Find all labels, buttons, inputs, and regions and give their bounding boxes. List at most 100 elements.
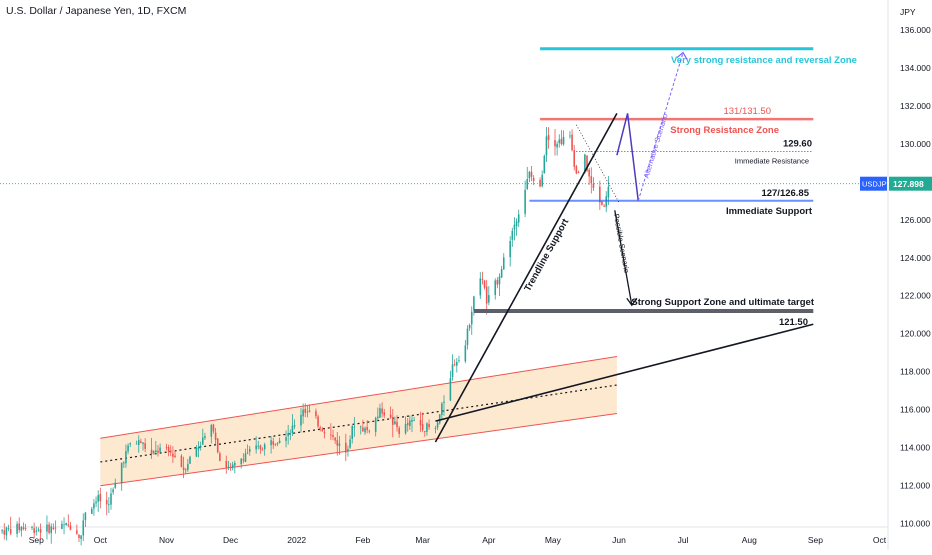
candle-body xyxy=(69,525,72,530)
y-tick-label: 126.000 xyxy=(900,215,931,225)
y-tick-label: 124.000 xyxy=(900,253,931,263)
candle-body xyxy=(349,439,351,448)
alt-scenario-path xyxy=(616,113,639,201)
candle-body xyxy=(234,462,236,466)
candle-body xyxy=(112,489,114,493)
candle-body xyxy=(317,416,319,427)
candle-body xyxy=(590,176,593,184)
candle-body xyxy=(517,214,520,223)
candle-body xyxy=(364,428,366,433)
y-tick-label: 122.000 xyxy=(900,291,931,301)
candle-body xyxy=(336,440,339,446)
candle-body xyxy=(182,467,185,471)
candle-body xyxy=(353,426,356,428)
candle-body xyxy=(9,529,12,534)
candle-body xyxy=(274,444,277,446)
candle-body xyxy=(5,527,8,536)
candle-body xyxy=(547,135,550,140)
x-tick-label: Oct xyxy=(94,535,108,545)
candle-body xyxy=(479,278,482,296)
candle-body xyxy=(272,441,275,445)
candle-body xyxy=(558,139,561,144)
candle-body xyxy=(35,530,38,532)
candle-body xyxy=(488,295,490,303)
candle-body xyxy=(24,528,27,529)
candle-body xyxy=(409,420,411,427)
candle-body xyxy=(180,455,183,468)
candle-body xyxy=(441,403,443,415)
candle-body xyxy=(231,464,234,468)
y-tick-label: 130.000 xyxy=(900,139,931,149)
candle-body xyxy=(199,445,202,447)
candle-body xyxy=(135,443,138,445)
y-tick-label: 118.000 xyxy=(900,367,930,377)
candle-body xyxy=(404,423,407,434)
candle-body xyxy=(127,445,129,452)
candle-body xyxy=(39,528,42,533)
candle-body xyxy=(259,445,262,450)
candle-body xyxy=(451,364,454,377)
candle-body xyxy=(189,456,191,464)
candle-body xyxy=(142,442,144,444)
candle-body xyxy=(18,523,21,530)
candle-body xyxy=(216,438,219,453)
candle-body xyxy=(80,535,82,540)
candle-body xyxy=(368,430,371,432)
candle-body xyxy=(588,169,590,177)
candle-body xyxy=(453,364,456,366)
possible-scenario-label: Possible Scenario xyxy=(612,213,631,274)
candle-body xyxy=(308,410,311,412)
candle-body xyxy=(159,447,161,452)
candle-body xyxy=(377,416,379,419)
candle-body xyxy=(509,240,511,258)
candle-body xyxy=(76,530,78,534)
candle-body xyxy=(63,524,65,526)
candle-body xyxy=(172,453,174,457)
candle-body xyxy=(46,524,48,532)
candle-body xyxy=(93,503,95,509)
candle-body xyxy=(140,441,142,443)
alt-scenario-arrow xyxy=(637,52,684,201)
y-tick-label: 116.000 xyxy=(900,405,930,415)
candle-body xyxy=(473,296,475,311)
candle-body xyxy=(464,345,467,362)
candle-body xyxy=(545,136,548,156)
candle-body xyxy=(541,174,543,187)
candle-body xyxy=(449,378,452,401)
strong-support-value: 121.50 xyxy=(779,317,808,328)
candle-body xyxy=(197,446,200,450)
candle-body xyxy=(210,425,213,437)
candle-body xyxy=(543,155,546,174)
candle-body xyxy=(383,412,386,416)
x-tick-label: Feb xyxy=(356,535,371,545)
candle-body xyxy=(423,431,426,432)
candle-body xyxy=(240,458,243,465)
candle-body xyxy=(502,257,505,270)
candle-body xyxy=(214,432,217,440)
candle-body xyxy=(456,361,458,366)
y-tick-label: 136.000 xyxy=(900,25,931,35)
candle-body xyxy=(470,311,473,325)
candle-body xyxy=(227,466,230,468)
candle-body xyxy=(61,523,63,529)
candle-body xyxy=(458,360,460,362)
candle-body xyxy=(366,427,368,431)
candle-body xyxy=(483,280,486,288)
candle-body xyxy=(351,426,354,440)
candle-body xyxy=(584,154,586,173)
strong-support-label: Strong Support Zone and ultimate target xyxy=(631,297,814,308)
candle-body xyxy=(31,527,33,528)
candle-body xyxy=(481,279,484,280)
candle-body xyxy=(398,427,400,434)
candles xyxy=(1,127,610,546)
candle-body xyxy=(244,453,247,462)
candle-body xyxy=(345,442,347,453)
channel-upper-line xyxy=(100,356,617,439)
candle-body xyxy=(263,444,266,450)
candle-body xyxy=(20,527,23,531)
x-tick-label: 2022 xyxy=(287,535,306,545)
candle-body xyxy=(496,280,499,285)
y-tick-label: 112.000 xyxy=(900,481,930,491)
candle-body xyxy=(67,524,70,526)
